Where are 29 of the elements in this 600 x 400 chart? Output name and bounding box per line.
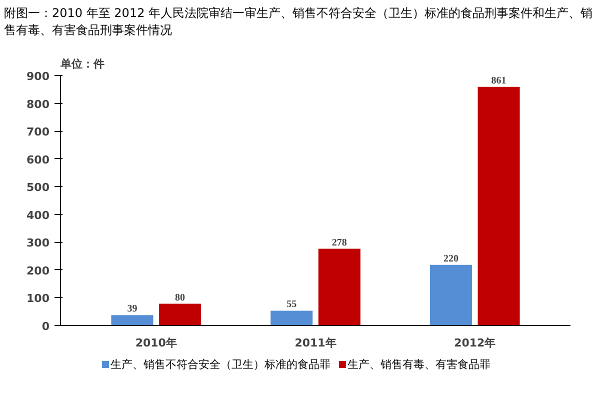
data-label: 278	[332, 237, 347, 248]
data-label: 55	[286, 299, 297, 310]
y-tick-label: 500	[26, 181, 50, 194]
y-axis-title: 单位：件	[60, 58, 104, 70]
bar	[428, 264, 473, 326]
y-tick-label: 0	[42, 320, 50, 333]
bar	[110, 314, 154, 326]
data-label: 80	[175, 292, 186, 304]
data-label: 39	[127, 304, 138, 315]
legend-label: 生产、销售不符合安全（卫生）标准的食品罪	[110, 358, 330, 371]
x-tick-label: 2011年	[294, 336, 336, 350]
y-tick-label: 700	[26, 126, 50, 139]
y-tick-label: 600	[26, 153, 50, 166]
y-tick-label: 800	[26, 98, 50, 111]
bar	[158, 302, 202, 326]
legend-label: 生产、销售有毒、有害食品罪	[346, 358, 490, 371]
x-tick-label: 2012年	[454, 336, 496, 350]
data-label: 861	[491, 75, 506, 86]
y-tick-label: 400	[26, 208, 50, 222]
chart-title: 附图一：2010 年至 2012 年人民法院审结一审生产、销售不符合安全（卫生）标准的食品刑事案件和生产、销售有毒、有害食品刑事案件情况	[4, 5, 594, 39]
x-tick-label: 2010年	[135, 336, 177, 350]
bar	[317, 248, 362, 326]
y-tick-label: 100	[26, 292, 50, 306]
y-tick-label: 900	[26, 70, 50, 83]
y-tick-label: 300	[26, 236, 50, 250]
bar	[476, 86, 521, 326]
data-label: 220	[443, 253, 458, 264]
bar	[270, 310, 314, 326]
y-tick-label: 200	[26, 264, 50, 278]
